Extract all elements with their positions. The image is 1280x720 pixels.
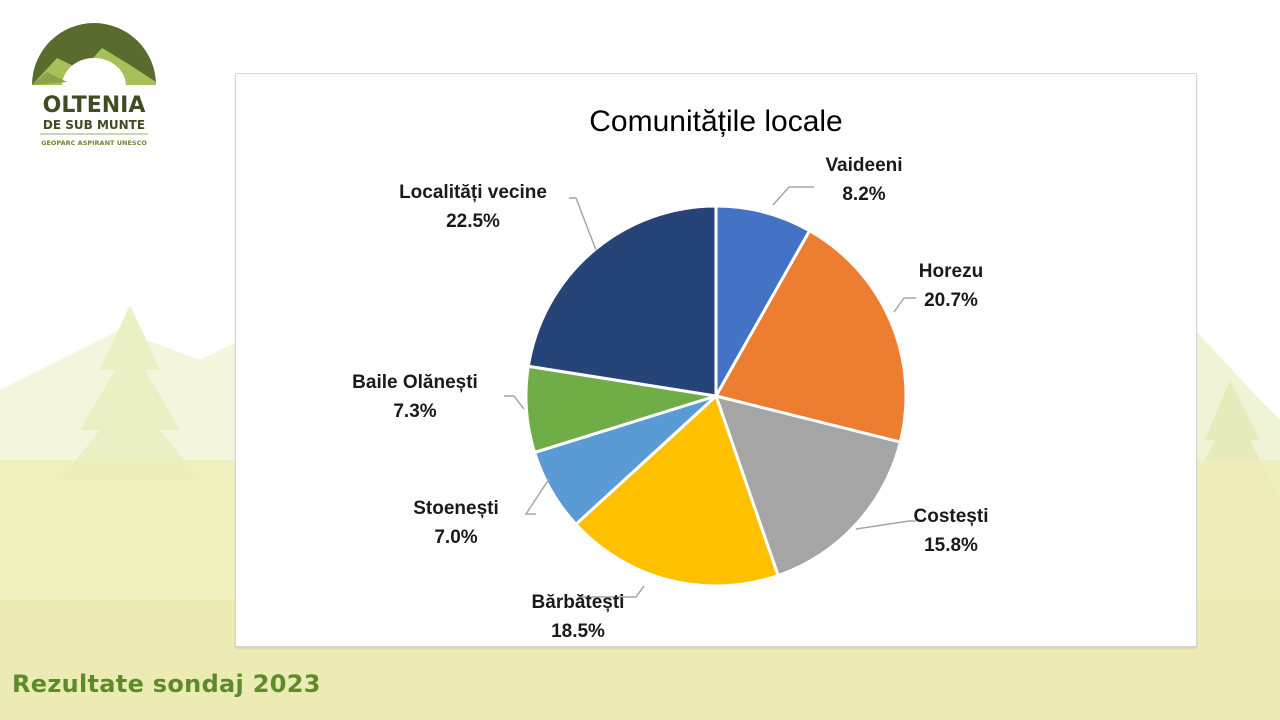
slice-label: Baile Olănești (352, 372, 478, 393)
slice-value-label: 7.3% (393, 401, 436, 422)
slice-label: Bărbătești (532, 592, 625, 613)
leader-line-6 (569, 197, 597, 251)
slice-label: Vaideeni (825, 155, 902, 176)
pie-slice-3 (573, 393, 781, 588)
logo-text-subtitle: DE SUB MUNTE (43, 118, 145, 132)
slice-value-label: 18.5% (551, 621, 605, 642)
slice-label: Stoenești (413, 498, 499, 519)
logo-text-oltenia: OLTENIA (43, 93, 146, 118)
logo-text-tagline: GEOPARC ASPIRANT UNESCO (41, 139, 147, 147)
leader-line-4 (524, 478, 550, 515)
leader-line-2 (855, 520, 916, 530)
pie-slice-1 (713, 228, 908, 444)
footer-caption: Rezultate sondaj 2023 (12, 670, 321, 698)
slice-value-label: 15.8% (924, 535, 978, 556)
slice-value-label: 22.5% (446, 211, 500, 232)
slice-value-label: 20.7% (924, 290, 978, 311)
pie-slice-2 (713, 393, 903, 578)
leader-line-0 (772, 186, 814, 206)
chart-title: Comunitățile locale (589, 105, 842, 138)
pie-chart-panel: Comunitățile locale Vaideeni 8.2% Horezu 20… (235, 73, 1197, 647)
slice-label: Costești (914, 506, 989, 527)
pie-slice-0 (714, 204, 812, 402)
leader-line-5 (504, 395, 525, 410)
leader-line-1 (893, 297, 916, 313)
slice-value-label: 7.0% (434, 527, 477, 548)
pie-chart: Comunitățile locale Vaideeni 8.2% Horezu 20… (352, 105, 989, 642)
leader-line-3 (578, 585, 645, 598)
slice-value-label: 8.2% (842, 184, 885, 205)
pie-slice-6 (526, 204, 718, 398)
slice-label: Localități vecine (399, 182, 547, 203)
logo: OLTENIA DE SUB MUNTE GEOPARC ASPIRANT UN… (32, 23, 156, 147)
slice-label: Horezu (919, 261, 983, 282)
